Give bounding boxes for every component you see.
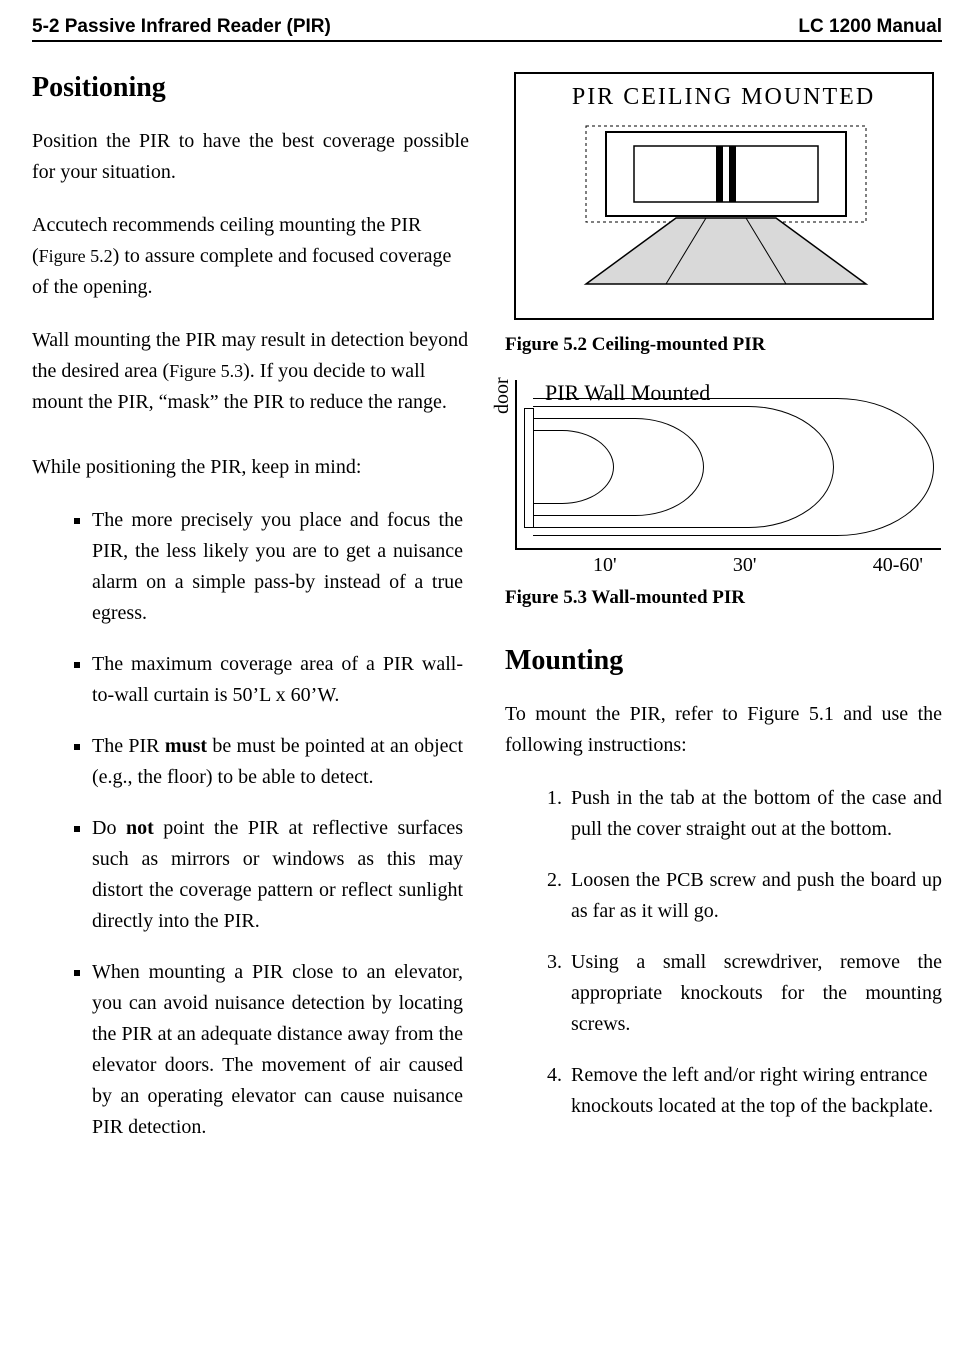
- tick-4060: 40-60': [873, 554, 923, 577]
- bullet-2: The maximum coverage area of a PIR wall-…: [92, 649, 469, 711]
- figure-ceiling-mounted: PIR CEILING MOUNTED: [514, 72, 934, 320]
- step-3: Using a small screwdriver, remove the ap…: [567, 947, 942, 1040]
- slot1: [716, 146, 723, 202]
- b3-bold: must: [165, 735, 207, 757]
- columns: Positioning Position the PIR to have the…: [32, 72, 942, 1163]
- positioning-para-3: Wall mounting the PIR may result in dete…: [32, 325, 469, 418]
- bullet-4: Do not point the PIR at reflective surfa…: [92, 813, 469, 937]
- bullet-3: The PIR must be must be pointed at an ob…: [92, 731, 469, 793]
- mounting-steps: Push in the tab at the bottom of the cas…: [505, 783, 942, 1122]
- door-label: door: [491, 377, 514, 414]
- left-column: Positioning Position the PIR to have the…: [32, 72, 469, 1163]
- wall-tick-row: 10' 30' 40-60': [505, 554, 941, 577]
- b4-pre: Do: [92, 817, 126, 839]
- bullet-5: When mounting a PIR close to an elevator…: [92, 957, 469, 1143]
- step-1: Push in the tab at the bottom of the cas…: [567, 783, 942, 845]
- para2-ref: Figure 5.2: [39, 246, 113, 266]
- page-header: 5-2 Passive Infrared Reader (PIR) LC 120…: [32, 16, 942, 42]
- para3-ref: Figure 5.3: [169, 361, 243, 381]
- header-right: LC 1200 Manual: [798, 16, 942, 38]
- tick-30: 30': [733, 554, 757, 577]
- step-4: Remove the left and/or right wiring entr…: [567, 1060, 942, 1122]
- positioning-para-4: While positioning the PIR, keep in mind:: [32, 452, 469, 483]
- page: 5-2 Passive Infrared Reader (PIR) LC 120…: [0, 0, 974, 1361]
- figure-5-3-caption: Figure 5.3 Wall-mounted PIR: [505, 587, 942, 609]
- figure-5-2-caption: Figure 5.2 Ceiling-mounted PIR: [505, 334, 942, 356]
- b4-bold: not: [126, 817, 154, 839]
- figure-wall-mounted: PIR Wall Mounted door: [515, 380, 941, 550]
- header-left: 5-2 Passive Infrared Reader (PIR): [32, 16, 331, 38]
- mounting-intro: To mount the PIR, refer to Figure 5.1 an…: [505, 699, 942, 761]
- outer-rect: [606, 132, 846, 216]
- tick-10: 10': [593, 554, 617, 577]
- heading-positioning: Positioning: [32, 72, 469, 104]
- positioning-bullets: The more precisely you place and focus t…: [32, 505, 469, 1143]
- wave-4: [533, 398, 934, 536]
- step-2: Loosen the PCB screw and push the board …: [567, 865, 942, 927]
- right-column: PIR CEILING MOUNTED Figure 5.2 Ceiling-m…: [505, 72, 942, 1163]
- figure-ceiling-title: PIR CEILING MOUNTED: [516, 84, 932, 111]
- beam-polygon: [586, 218, 866, 284]
- inner-rect: [634, 146, 818, 202]
- slot2: [729, 146, 736, 202]
- dash-rect: [586, 126, 866, 222]
- bullet-1: The more precisely you place and focus t…: [92, 505, 469, 629]
- positioning-para-1: Position the PIR to have the best covera…: [32, 126, 469, 188]
- ceiling-svg: [516, 118, 932, 298]
- positioning-para-2: Accutech recommends ceiling mounting the…: [32, 210, 469, 303]
- b3-pre: The PIR: [92, 735, 165, 757]
- heading-mounting: Mounting: [505, 645, 942, 677]
